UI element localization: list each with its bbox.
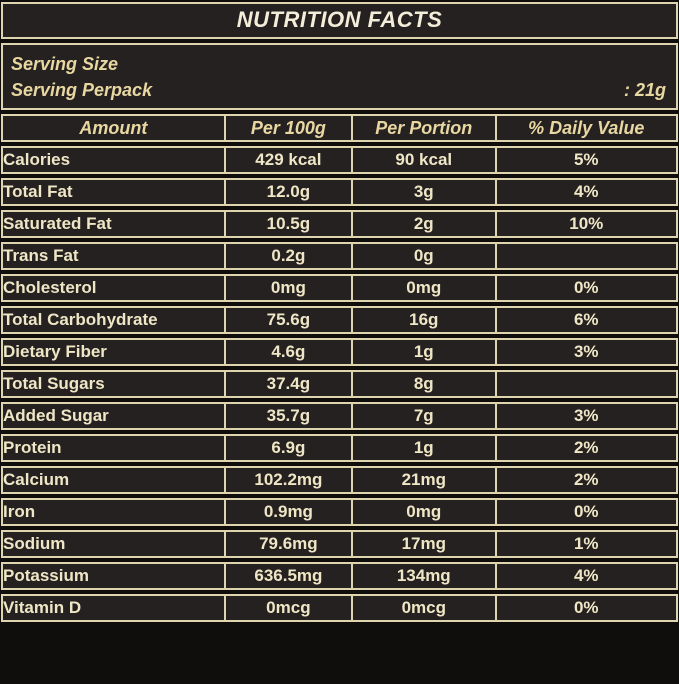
per-portion-value-cell: 7g [353,402,497,430]
table-row: Sodium 79.6mg 17mg 1% [1,530,678,558]
per-portion-value-cell: 0mcg [353,594,497,622]
daily-value-cell [496,370,678,398]
nutrient-name-cell: Calcium [1,466,226,494]
daily-value-cell: 0% [496,274,678,302]
title-bar: NUTRITION FACTS [1,2,678,39]
column-header-per-portion: Per Portion [353,114,497,142]
daily-value-cell: 4% [496,178,678,206]
per-100g-value-cell: 0mcg [225,594,354,622]
per-100g-value-cell: 0mg [225,274,354,302]
per-100g-value-cell: 6.9g [225,434,354,462]
daily-value-cell: 2% [496,434,678,462]
table-row: Saturated Fat 10.5g 2g 10% [1,210,678,238]
per-portion-value-cell: 2g [353,210,497,238]
per-portion-value-cell: 134mg [353,562,497,590]
nutrient-name-cell: Calories [1,146,226,174]
column-header-amount: Amount [1,114,226,142]
daily-value-cell: 1% [496,530,678,558]
table-row: Vitamin D 0mcg 0mcg 0% [1,594,678,622]
nutrition-table-body: Calories 429 kcal 90 kcal 5% Total Fat 1… [1,146,678,622]
per-portion-value-cell: 90 kcal [353,146,497,174]
per-100g-value-cell: 79.6mg [225,530,354,558]
serving-perpack-value: : 21g [623,80,666,100]
table-row: Iron 0.9mg 0mg 0% [1,498,678,526]
serving-perpack-line: Serving Perpack : 21g [11,77,666,103]
nutrient-name-cell: Sodium [1,530,226,558]
table-header-row: Amount Per 100g Per Portion % Daily Valu… [1,114,678,142]
per-portion-value-cell: 1g [353,434,497,462]
table-row: Total Fat 12.0g 3g 4% [1,178,678,206]
per-portion-value-cell: 17mg [353,530,497,558]
per-portion-value-cell: 0mg [353,274,497,302]
daily-value-cell: 5% [496,146,678,174]
table-row: Protein 6.9g 1g 2% [1,434,678,462]
nutrient-name-cell: Protein [1,434,226,462]
per-100g-value-cell: 35.7g [225,402,354,430]
nutrition-table: Amount Per 100g Per Portion % Daily Valu… [1,110,678,626]
nutrient-name-cell: Potassium [1,562,226,590]
per-100g-value-cell: 10.5g [225,210,354,238]
daily-value-cell: 0% [496,498,678,526]
table-row: Calories 429 kcal 90 kcal 5% [1,146,678,174]
per-100g-value-cell: 12.0g [225,178,354,206]
per-100g-value-cell: 4.6g [225,338,354,366]
per-portion-value-cell: 3g [353,178,497,206]
table-row: Total Sugars 37.4g 8g [1,370,678,398]
serving-size-line: Serving Size [11,51,666,77]
per-portion-value-cell: 16g [353,306,497,334]
nutrient-name-cell: Dietary Fiber [1,338,226,366]
per-100g-value-cell: 37.4g [225,370,354,398]
daily-value-cell: 6% [496,306,678,334]
per-100g-value-cell: 75.6g [225,306,354,334]
daily-value-cell: 2% [496,466,678,494]
daily-value-cell [496,242,678,270]
table-row: Dietary Fiber 4.6g 1g 3% [1,338,678,366]
daily-value-cell: 10% [496,210,678,238]
daily-value-cell: 0% [496,594,678,622]
serving-perpack-label: Serving Perpack [11,80,153,100]
table-row: Calcium 102.2mg 21mg 2% [1,466,678,494]
column-header-per-100g: Per 100g [225,114,354,142]
daily-value-cell: 3% [496,338,678,366]
nutrient-name-cell: Vitamin D [1,594,226,622]
per-100g-value-cell: 429 kcal [225,146,354,174]
nutrient-name-cell: Cholesterol [1,274,226,302]
per-100g-value-cell: 0.2g [225,242,354,270]
daily-value-cell: 3% [496,402,678,430]
per-portion-value-cell: 8g [353,370,497,398]
nutrient-name-cell: Total Fat [1,178,226,206]
nutrient-name-cell: Added Sugar [1,402,226,430]
table-row: Total Carbohydrate 75.6g 16g 6% [1,306,678,334]
table-row: Cholesterol 0mg 0mg 0% [1,274,678,302]
serving-info-panel: Serving Size Serving Perpack : 21g [1,43,678,110]
per-100g-value-cell: 0.9mg [225,498,354,526]
table-row: Added Sugar 35.7g 7g 3% [1,402,678,430]
nutrient-name-cell: Total Sugars [1,370,226,398]
per-portion-value-cell: 0g [353,242,497,270]
table-row: Potassium 636.5mg 134mg 4% [1,562,678,590]
per-portion-value-cell: 1g [353,338,497,366]
page-title: NUTRITION FACTS [236,7,443,32]
per-portion-value-cell: 21mg [353,466,497,494]
daily-value-cell: 4% [496,562,678,590]
nutrient-name-cell: Trans Fat [1,242,226,270]
nutrient-name-cell: Iron [1,498,226,526]
per-100g-value-cell: 636.5mg [225,562,354,590]
column-header-daily-value: % Daily Value [496,114,678,142]
per-portion-value-cell: 0mg [353,498,497,526]
nutrient-name-cell: Total Carbohydrate [1,306,226,334]
nutrient-name-cell: Saturated Fat [1,210,226,238]
table-row: Trans Fat 0.2g 0g [1,242,678,270]
serving-size-label: Serving Size [11,54,119,74]
per-100g-value-cell: 102.2mg [225,466,354,494]
